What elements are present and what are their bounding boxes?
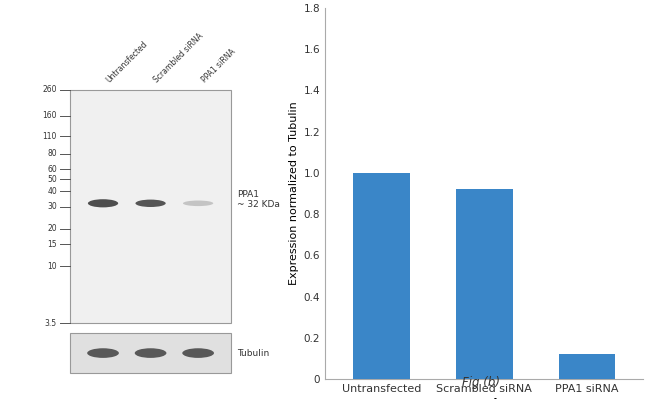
- Text: PPA1
~ 32 KDa: PPA1 ~ 32 KDa: [237, 190, 280, 209]
- Text: 30: 30: [47, 202, 57, 211]
- Text: 40: 40: [47, 187, 57, 196]
- Text: 160: 160: [42, 111, 57, 120]
- Text: Scrambled siRNA: Scrambled siRNA: [152, 31, 205, 84]
- Y-axis label: Expression normalized to Tubulin: Expression normalized to Tubulin: [289, 102, 300, 285]
- Text: Tubulin: Tubulin: [237, 349, 269, 358]
- Bar: [70, 90, 231, 323]
- Text: 3.5: 3.5: [45, 319, 57, 328]
- Ellipse shape: [88, 199, 118, 207]
- Text: Untransfected: Untransfected: [105, 39, 150, 84]
- Bar: [559, 354, 616, 379]
- Text: 80: 80: [47, 149, 57, 158]
- Ellipse shape: [183, 201, 213, 206]
- Text: 60: 60: [47, 165, 57, 174]
- X-axis label: Samples: Samples: [454, 398, 514, 399]
- Ellipse shape: [135, 200, 166, 207]
- Text: Fig (b): Fig (b): [462, 376, 500, 389]
- Text: 20: 20: [47, 224, 57, 233]
- Bar: [456, 190, 512, 379]
- Ellipse shape: [135, 348, 166, 358]
- Text: 15: 15: [47, 240, 57, 249]
- Text: 110: 110: [42, 132, 57, 141]
- Ellipse shape: [87, 348, 119, 358]
- Text: PPA1 siRNA: PPA1 siRNA: [200, 47, 237, 84]
- Ellipse shape: [182, 348, 214, 358]
- Text: 50: 50: [47, 175, 57, 184]
- Text: 10: 10: [47, 262, 57, 271]
- Bar: [70, 333, 231, 373]
- Text: 260: 260: [42, 85, 57, 94]
- Bar: [353, 173, 410, 379]
